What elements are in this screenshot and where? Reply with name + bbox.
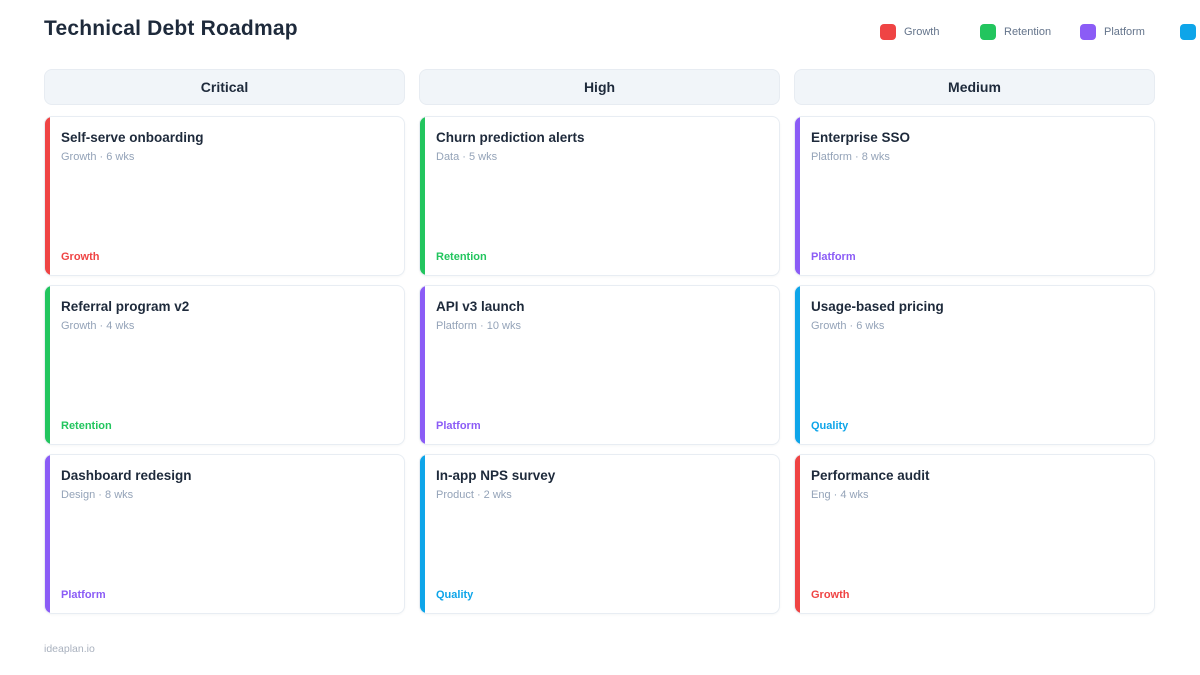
card-meta: Eng · 4 wks xyxy=(811,489,869,501)
card-title: Self-serve onboarding xyxy=(61,130,204,145)
card-accent-bar xyxy=(45,455,50,613)
column-header: Critical xyxy=(44,69,405,105)
roadmap-card[interactable]: Usage-based pricing Growth · 6 wks Quality xyxy=(794,285,1155,445)
roadmap-card[interactable]: Performance audit Eng · 4 wks Growth xyxy=(794,454,1155,614)
card-accent-bar xyxy=(420,455,425,613)
column-medium: Medium Enterprise SSO Platform · 8 wks Plat… xyxy=(794,69,1155,623)
card-meta: Data · 5 wks xyxy=(436,151,498,163)
legend-item-quality xyxy=(1180,24,1200,40)
roadmap-board: Critical Self-serve onboarding Growth · 6 … xyxy=(44,69,1155,623)
roadmap-card[interactable]: In-app NPS survey Product · 2 wks Quality xyxy=(419,454,780,614)
legend-item-growth: Growth xyxy=(880,24,980,40)
roadmap-card[interactable]: Dashboard redesign Design · 8 wks Platform xyxy=(44,454,405,614)
card-meta: Growth · 6 wks xyxy=(61,151,135,163)
card-tag: Growth xyxy=(811,589,850,601)
roadmap-card[interactable]: API v3 launch Platform · 10 wks Platform xyxy=(419,285,780,445)
roadmap-card[interactable]: Churn prediction alerts Data · 5 wks Reten… xyxy=(419,116,780,276)
card-title: Dashboard redesign xyxy=(61,468,192,483)
card-title: Usage-based pricing xyxy=(811,299,944,314)
card-meta: Growth · 4 wks xyxy=(61,320,135,332)
column-critical: Critical Self-serve onboarding Growth · 6 … xyxy=(44,69,405,623)
legend-label: Retention xyxy=(1004,26,1052,38)
roadmap-card[interactable]: Enterprise SSO Platform · 8 wks Platform xyxy=(794,116,1155,276)
card-accent-bar xyxy=(420,117,425,275)
column-header: High xyxy=(419,69,780,105)
card-title: Enterprise SSO xyxy=(811,130,911,145)
legend-item-platform: Platform xyxy=(1080,24,1180,40)
card-accent-bar xyxy=(45,286,50,444)
card-tag: Retention xyxy=(61,420,112,432)
card-accent-bar xyxy=(420,286,425,444)
page-title: Technical Debt Roadmap xyxy=(44,17,298,40)
legend-label: Growth xyxy=(904,26,940,38)
card-tag: Quality xyxy=(436,589,474,601)
column-high: High Churn prediction alerts Data · 5 wks R… xyxy=(419,69,780,623)
legend-swatch-icon xyxy=(980,24,996,40)
card-meta: Platform · 8 wks xyxy=(811,151,890,163)
card-tag: Platform xyxy=(61,589,106,601)
card-tag: Platform xyxy=(436,420,481,432)
legend-item-retention: Retention xyxy=(980,24,1080,40)
card-tag: Platform xyxy=(811,251,856,263)
card-tag: Growth xyxy=(61,251,100,263)
legend: Growth Retention Platform xyxy=(880,24,1200,40)
card-title: Performance audit xyxy=(811,468,930,483)
card-meta: Product · 2 wks xyxy=(436,489,512,501)
legend-swatch-icon xyxy=(880,24,896,40)
card-accent-bar xyxy=(795,286,800,444)
card-accent-bar xyxy=(795,117,800,275)
card-meta: Design · 8 wks xyxy=(61,489,134,501)
footer-brand: ideaplan.io xyxy=(44,643,95,655)
card-title: In-app NPS survey xyxy=(436,468,556,483)
legend-swatch-icon xyxy=(1080,24,1096,40)
card-tag: Retention xyxy=(436,251,487,263)
legend-label: Platform xyxy=(1104,26,1145,38)
card-title: Referral program v2 xyxy=(61,299,190,314)
card-meta: Growth · 6 wks xyxy=(811,320,885,332)
column-header: Medium xyxy=(794,69,1155,105)
legend-swatch-icon xyxy=(1180,24,1196,40)
card-tag: Quality xyxy=(811,420,849,432)
card-title: API v3 launch xyxy=(436,299,525,314)
card-accent-bar xyxy=(795,455,800,613)
card-title: Churn prediction alerts xyxy=(436,130,585,145)
card-accent-bar xyxy=(45,117,50,275)
roadmap-card[interactable]: Referral program v2 Growth · 4 wks Retenti… xyxy=(44,285,405,445)
roadmap-card[interactable]: Self-serve onboarding Growth · 6 wks Growt… xyxy=(44,116,405,276)
card-meta: Platform · 10 wks xyxy=(436,320,521,332)
